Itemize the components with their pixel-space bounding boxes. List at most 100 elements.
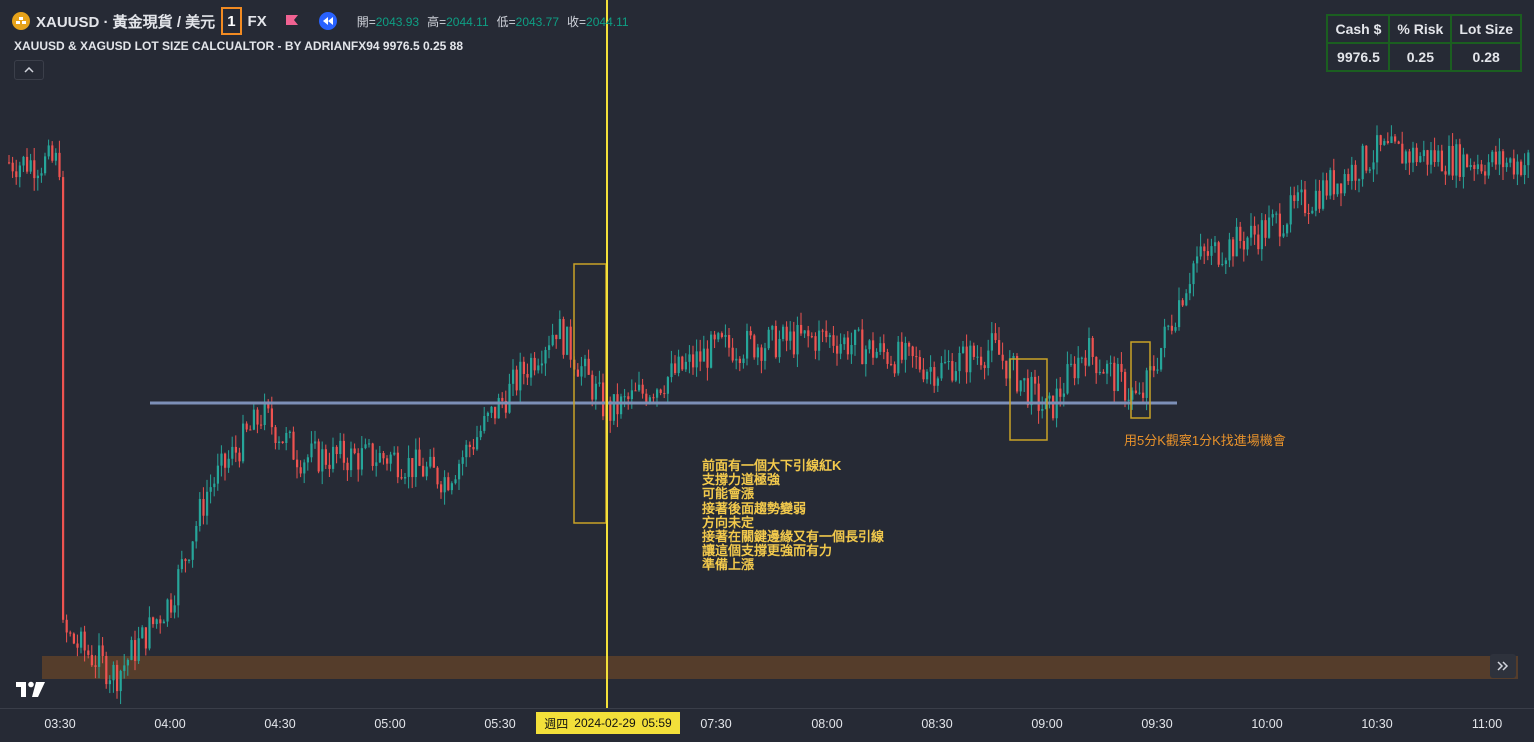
candle-body	[1142, 392, 1145, 398]
candle-body	[1336, 183, 1339, 195]
candle-body	[861, 329, 864, 365]
scroll-to-realtime-button[interactable]	[1490, 654, 1516, 678]
price-chart[interactable]	[0, 0, 1534, 708]
candle-body	[576, 369, 579, 377]
candle-body	[422, 465, 425, 477]
candle-body	[998, 340, 1001, 355]
candle-body	[875, 351, 878, 358]
analysis-note[interactable]: 前面有一個大下引線紅K 支撐力道極強 可能會漲 接著後面趨勢變弱 方向未定 接著…	[702, 458, 884, 573]
time-tick: 03:30	[44, 717, 76, 731]
candle-body	[821, 330, 824, 332]
candle-body	[1433, 150, 1436, 162]
candle-body	[346, 462, 349, 471]
candle-body	[213, 483, 216, 488]
value-cash: 9976.5	[1326, 42, 1391, 72]
candle-body	[1426, 150, 1429, 165]
candle-body	[692, 354, 695, 368]
candle-body	[1102, 371, 1105, 374]
candle-body	[425, 466, 428, 477]
candle-body	[670, 363, 673, 378]
candle-body	[1134, 390, 1137, 393]
candle-body	[803, 330, 806, 334]
candle-body	[368, 443, 371, 445]
highlight-box-3[interactable]	[1130, 341, 1151, 419]
note-line: 讓這個支撐更強而有力	[702, 543, 833, 559]
candle-body	[450, 483, 453, 491]
candle-body	[900, 341, 903, 360]
candle-body	[825, 330, 828, 337]
candle-body	[1437, 150, 1440, 162]
candle-body	[1062, 393, 1065, 397]
candle-body	[1502, 151, 1505, 168]
candle-body	[357, 453, 360, 470]
candle-body	[1523, 165, 1526, 175]
symbol-title[interactable]: XAUUSD · 黃金現貨 / 美元	[36, 13, 216, 31]
time-tick: 04:00	[154, 717, 186, 731]
collapse-button[interactable]	[14, 60, 44, 80]
candle-body	[141, 627, 144, 639]
candle-body	[98, 645, 101, 667]
time-tick: 05:30	[484, 717, 516, 731]
candle-body	[933, 367, 936, 386]
candle-body	[893, 364, 896, 374]
candle-body	[652, 397, 655, 399]
replay-icon[interactable]	[318, 12, 337, 30]
candle-body	[922, 369, 925, 380]
candle-body	[465, 444, 468, 458]
time-tick: 07:30	[700, 717, 732, 731]
candle-body	[785, 326, 788, 341]
candle-body	[1052, 395, 1055, 419]
candle-body	[1185, 293, 1188, 306]
candle-body	[674, 363, 677, 374]
timeframe-selector[interactable]: 1	[221, 7, 242, 35]
candle-body	[890, 363, 893, 365]
candle-body	[1484, 171, 1487, 176]
candle-body	[587, 358, 590, 375]
time-tick: 09:00	[1031, 717, 1063, 731]
candle-body	[1401, 143, 1404, 164]
candle-body	[36, 175, 39, 179]
candle-body	[335, 446, 338, 455]
candle-body	[1397, 141, 1400, 144]
entry-note[interactable]: 用5分K觀察1分K找進場機會	[1124, 433, 1286, 448]
candle-body	[180, 559, 183, 570]
candle-body	[332, 446, 335, 469]
candle-body	[440, 484, 443, 493]
candle-body	[915, 356, 918, 358]
candle-body	[1268, 217, 1271, 238]
note-line: 支撐力道極強	[702, 472, 781, 488]
highlight-box-2[interactable]	[1009, 358, 1048, 441]
candle-body	[162, 621, 165, 624]
tradingview-logo[interactable]	[16, 680, 46, 704]
candle-body	[468, 444, 471, 448]
candle-body	[641, 384, 644, 394]
time-axis[interactable]: 03:30 04:00 04:30 05:00 05:30 07:30 08:0…	[0, 708, 1534, 742]
candle-body	[292, 431, 295, 460]
candle-body	[818, 330, 821, 351]
candle-body	[1073, 363, 1076, 379]
candle-body	[1440, 150, 1443, 172]
indicator-label[interactable]: XAUUSD & XAGUSD LOT SIZE CALCUALTOR - BY…	[14, 39, 463, 53]
candle-body	[33, 160, 36, 179]
candle-body	[270, 408, 273, 428]
time-tick: 09:30	[1141, 717, 1173, 731]
candle-body	[544, 349, 547, 364]
candle-body	[940, 362, 943, 379]
candle-body	[1278, 213, 1281, 237]
candle-body	[429, 456, 432, 467]
candle-body	[94, 665, 97, 667]
candle-body	[1084, 357, 1087, 366]
ohlc-values: 開=2043.93 高=2044.11 低=2043.77 收=2044.11	[357, 13, 629, 30]
candle-body	[1016, 355, 1019, 392]
candle-body	[1322, 180, 1325, 209]
candle-body	[1358, 179, 1361, 181]
candle-body	[1340, 183, 1343, 194]
candle-body	[1188, 284, 1191, 294]
time-tick: 10:00	[1251, 717, 1283, 731]
flag-icon[interactable]	[285, 14, 299, 28]
candle-body	[378, 453, 381, 463]
candle-body	[738, 358, 741, 364]
candle-body	[648, 397, 651, 403]
candle-body	[432, 456, 435, 468]
